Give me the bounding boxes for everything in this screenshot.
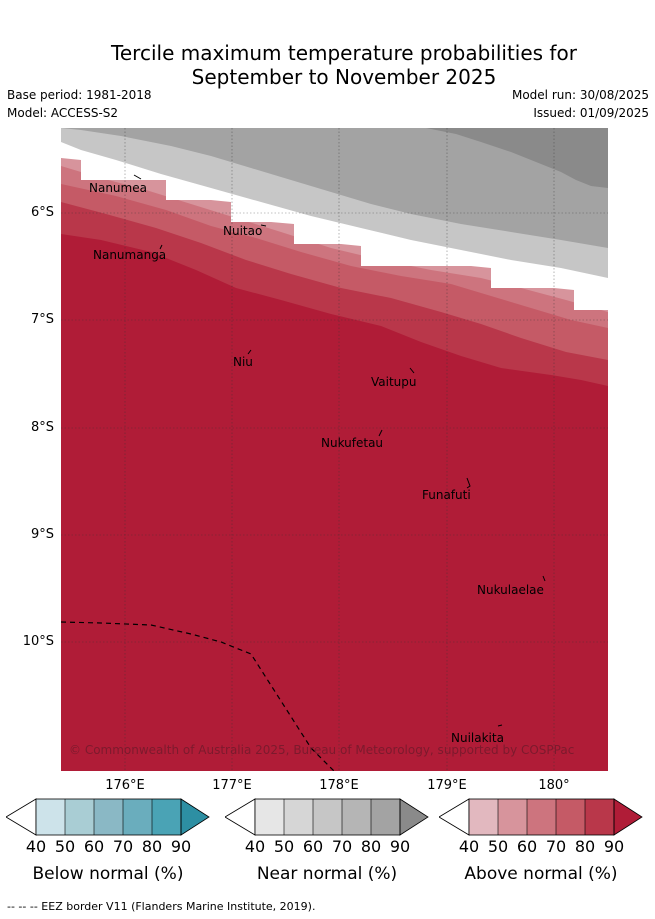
lon-label-178e: 178°E — [319, 778, 359, 793]
band-near-70 — [426, 128, 608, 188]
island-labels: Nanumea Nuitao Nanumanga Niu Vaitupu Nuk… — [89, 181, 544, 745]
lon-label-180: 180° — [538, 778, 570, 793]
graticule — [61, 128, 608, 771]
model-name: Model: ACCESS-S2 — [7, 106, 119, 120]
cb-above-tick-50: 50 — [487, 837, 509, 856]
island-label-nanumanga: Nanumanga — [93, 248, 166, 262]
issued-date: Issued: 01/09/2025 — [533, 106, 649, 120]
colorbar-above-swatch-1 — [469, 799, 498, 835]
colorbar-above-swatch-4 — [556, 799, 585, 835]
colorbar-above-swatch-2 — [498, 799, 527, 835]
lat-label-8s: 8°S — [30, 420, 54, 435]
cb-above-tick-40: 40 — [458, 837, 480, 856]
map-panel: Nanumea Nuitao Nanumanga Niu Vaitupu Nuk… — [61, 128, 608, 771]
colorbar-below-swatch-1 — [36, 799, 65, 835]
cb-below-tick-80: 80 — [141, 837, 163, 856]
lon-label-176e: 176°E — [105, 778, 145, 793]
cb-near-tick-80: 80 — [360, 837, 382, 856]
island-label-vaitupu: Vaitupu — [371, 375, 417, 389]
island-label-nanumea: Nanumea — [89, 181, 147, 195]
colorbar-near-swatch-3 — [313, 799, 342, 835]
colorbar-below-swatch-4 — [123, 799, 152, 835]
colorbar-near-swatch-2 — [284, 799, 313, 835]
colorbar-near-normal — [225, 798, 429, 836]
lon-label-177e: 177°E — [212, 778, 252, 793]
island-label-funafuti: Funafuti — [422, 488, 471, 502]
colorbar-below-normal — [6, 798, 210, 836]
title-line-2: September to November 2025 — [191, 65, 497, 89]
cb-above-tick-80: 80 — [574, 837, 596, 856]
colorbar-above-title: Above normal (%) — [464, 864, 618, 884]
colorbar-below-min-arrow — [6, 798, 37, 836]
colorbar-below-swatch-3 — [94, 799, 123, 835]
lat-label-10s: 10°S — [22, 634, 54, 649]
cb-near-tick-90: 90 — [389, 837, 411, 856]
cb-below-tick-90: 90 — [170, 837, 192, 856]
cb-near-tick-60: 60 — [302, 837, 324, 856]
island-label-nukulaelae: Nukulaelae — [477, 583, 544, 597]
cb-near-tick-70: 70 — [331, 837, 353, 856]
colorbar-above-swatch-3 — [527, 799, 556, 835]
colorbar-above-swatch-5 — [585, 799, 614, 835]
colorbar-near-swatch-1 — [255, 799, 284, 835]
island-label-niu: Niu — [233, 355, 253, 369]
band-near-60 — [61, 128, 608, 248]
colorbar-below-swatch-5 — [152, 799, 181, 835]
colorbar-near-swatch-4 — [342, 799, 371, 835]
colorbar-above-normal — [439, 798, 643, 836]
eez-border — [61, 621, 335, 771]
island-label-nukufetau: Nukufetau — [321, 436, 383, 450]
eez-footnote: -- -- -- EEZ border V11 (Flanders Marine… — [7, 900, 316, 913]
base-period: Base period: 1981-2018 — [7, 88, 152, 102]
cb-near-tick-50: 50 — [273, 837, 295, 856]
colorbar-below-title: Below normal (%) — [32, 864, 184, 884]
cb-below-tick-70: 70 — [112, 837, 134, 856]
colorbar-above-min-arrow — [439, 798, 470, 836]
colorbar-below-swatch-2 — [65, 799, 94, 835]
cb-above-tick-70: 70 — [545, 837, 567, 856]
copyright-notice: © Commonwealth of Australia 2025, Bureau… — [69, 743, 574, 757]
lat-label-9s: 9°S — [30, 527, 54, 542]
island-label-nuilakita: Nuilakita — [451, 731, 504, 745]
lat-label-7s: 7°S — [30, 312, 54, 327]
colorbar-near-min-arrow — [225, 798, 256, 836]
map-title: Tercile maximum temperature probabilitie… — [0, 41, 655, 89]
lat-label-6s: 6°S — [30, 205, 54, 220]
island-label-nuitao: Nuitao — [223, 224, 262, 238]
colorbar-below-max-arrow — [180, 798, 210, 836]
cb-below-tick-60: 60 — [83, 837, 105, 856]
probability-map: Nanumea Nuitao Nanumanga Niu Vaitupu Nuk… — [61, 128, 608, 771]
lon-label-179e: 179°E — [427, 778, 467, 793]
colorbar-near-max-arrow — [399, 798, 429, 836]
island-shapes — [133, 174, 546, 727]
cb-near-tick-40: 40 — [244, 837, 266, 856]
cb-above-tick-90: 90 — [603, 837, 625, 856]
colorbar-above-max-arrow — [613, 798, 643, 836]
cb-above-tick-60: 60 — [516, 837, 538, 856]
cb-below-tick-50: 50 — [54, 837, 76, 856]
model-run: Model run: 30/08/2025 — [511, 88, 649, 102]
title-line-1: Tercile maximum temperature probabilitie… — [111, 41, 577, 65]
cb-below-tick-40: 40 — [25, 837, 47, 856]
colorbar-near-swatch-5 — [371, 799, 400, 835]
colorbar-near-title: Near normal (%) — [256, 864, 398, 884]
